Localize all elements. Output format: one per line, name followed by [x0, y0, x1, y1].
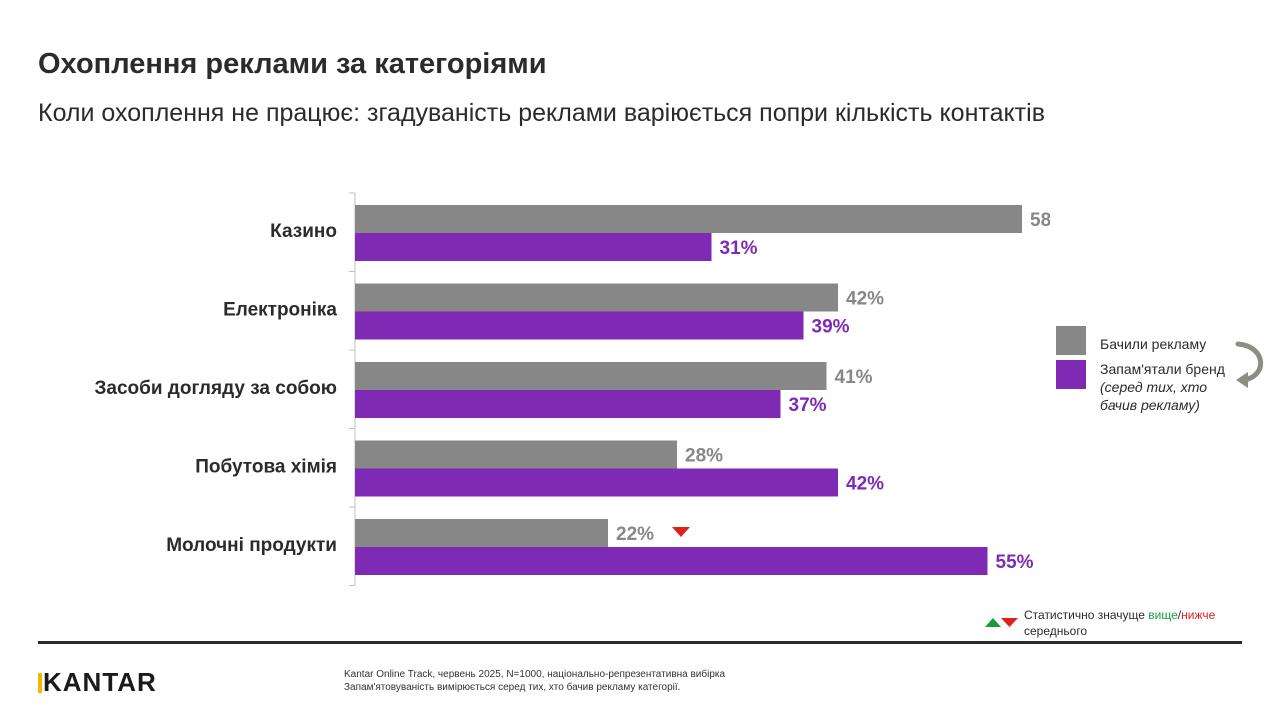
sig-prefix: Статистично значуще — [1024, 608, 1149, 622]
bar — [355, 311, 804, 340]
bar — [355, 362, 827, 390]
bar — [355, 233, 712, 261]
value-label: 42% — [846, 289, 884, 310]
significance-down-icon — [672, 527, 690, 537]
legend-label-recalled: Запам'ятали бренд (серед тих, хто бачив … — [1100, 360, 1240, 414]
value-label: 37% — [789, 395, 827, 416]
legend-swatch-seen — [1056, 326, 1086, 355]
value-label: 41% — [835, 367, 873, 388]
legend-recalled-note: (серед тих, хто бачив рекламу) — [1100, 379, 1208, 413]
significance-arrows-icon — [985, 618, 1018, 627]
value-label: 22% — [616, 524, 654, 545]
bar — [355, 390, 781, 418]
category-label: Електроніка — [223, 300, 337, 321]
value-label: 55% — [996, 552, 1034, 573]
bar — [355, 440, 677, 469]
legend-label-seen: Бачили рекламу — [1100, 336, 1207, 352]
legend-recalled-text: Запам'ятали бренд — [1100, 361, 1225, 377]
legend-swatch-recalled — [1056, 360, 1086, 389]
logo-text: KANTAR — [43, 667, 157, 697]
category-label: Побутова хімія — [195, 457, 337, 478]
bar — [355, 283, 838, 312]
bar — [355, 547, 988, 575]
source-note: Kantar Online Track, червень 2025, N=100… — [344, 668, 725, 694]
significance-note-text: Статистично значуще вище/нижче середньог… — [1024, 607, 1215, 639]
value-label: 39% — [812, 317, 850, 338]
source-line-2: Запам'ятовуваність вимірюється серед тих… — [344, 682, 681, 693]
page-subtitle: Коли охоплення не працює: згадуваність р… — [38, 99, 1045, 127]
logo-accent — [38, 673, 42, 693]
bar-chart: Казино 58% 31% Електроніка 42% 39% Засоби догл… — [94, 192, 1050, 586]
value-label: 31% — [720, 238, 758, 259]
sig-lower: нижче — [1181, 608, 1216, 622]
bar — [355, 468, 838, 497]
bar — [355, 519, 608, 547]
value-label: 42% — [846, 474, 884, 495]
category-label: Молочні продукти — [166, 535, 337, 556]
category-label: Засоби догляду за собою — [94, 378, 337, 399]
source-line-1: Kantar Online Track, червень 2025, N=100… — [344, 669, 726, 680]
value-label: 28% — [685, 446, 723, 467]
category-label: Казино — [270, 221, 337, 242]
sig-suffix: середнього — [1024, 624, 1088, 638]
sig-higher: вище — [1148, 608, 1178, 622]
value-label: 58% — [1030, 210, 1050, 231]
bar — [355, 205, 1022, 233]
footer-divider — [38, 641, 1242, 644]
chart-legend: Бачили рекламу Запам'ятали бренд (серед … — [1056, 326, 1271, 446]
page-title: Охоплення реклами за категоріями — [38, 48, 547, 80]
curved-arrow-icon — [1235, 341, 1263, 388]
kantar-logo: KANTAR — [38, 667, 157, 698]
sig-separator: / — [1177, 608, 1182, 622]
significance-note: Статистично значуще вище/нижче середньог… — [984, 607, 1254, 641]
